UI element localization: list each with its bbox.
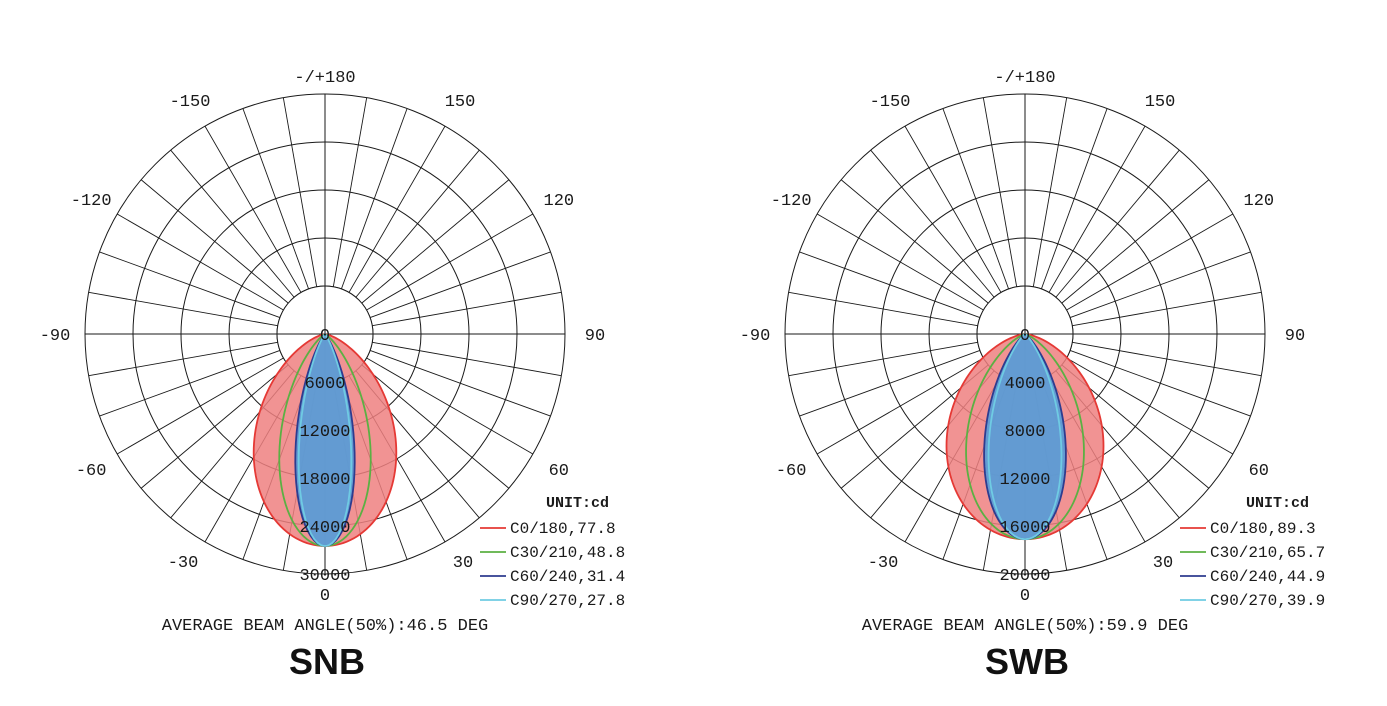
angle-label: -120 — [71, 192, 112, 211]
legend-label-2: C60/240,44.9 — [1210, 568, 1325, 586]
radial-tick-label: 8000 — [1005, 423, 1046, 442]
polar-chart-swb: 0 4000 8000 12000 16000 20000 -/+180 150 120 90 60… — [740, 69, 1326, 682]
radial-tick-labels: 0 4000 8000 12000 16000 20000 — [999, 327, 1050, 586]
angle-label: 90 — [585, 327, 605, 346]
unit-label: UNIT:cd — [1246, 495, 1309, 512]
legend-label-1: C30/210,48.8 — [510, 544, 625, 562]
angle-label: -60 — [776, 462, 807, 481]
angle-labels: -/+180 150 120 90 60 30 0 -30 -60 -90 -120 -150 — [40, 69, 606, 606]
radial-tick-label: 0 — [320, 327, 330, 346]
series-fill-2 — [295, 334, 355, 546]
distribution-curves — [945, 333, 1105, 541]
radial-tick-label: 4000 — [1005, 375, 1046, 394]
angle-label: -/+180 — [294, 69, 355, 88]
series-fill-2 — [984, 334, 1066, 540]
legend-label-0: C0/180,77.8 — [510, 520, 616, 538]
angle-label: 150 — [445, 93, 476, 112]
angle-label: 30 — [453, 554, 473, 573]
legend-label-0: C0/180,89.3 — [1210, 520, 1316, 538]
radial-tick-labels: 0 6000 12000 18000 24000 30000 — [299, 327, 350, 586]
unit-label: UNIT:cd — [546, 495, 609, 512]
radial-tick-label: 24000 — [299, 519, 350, 538]
radial-tick-label: 0 — [1020, 327, 1030, 346]
angle-label: -30 — [168, 554, 199, 573]
radial-tick-label: 16000 — [999, 519, 1050, 538]
angle-label: -120 — [771, 192, 812, 211]
legend-label-2: C60/240,31.4 — [510, 568, 625, 586]
angle-label: -30 — [868, 554, 899, 573]
radial-tick-label: 18000 — [299, 471, 350, 490]
angle-label: -60 — [76, 462, 107, 481]
angle-label: 120 — [544, 192, 575, 211]
angle-label: -150 — [870, 93, 911, 112]
angle-label: 0 — [1020, 587, 1030, 606]
legend: UNIT:cd C0/180,77.8 C30/210,48.8 C60/240,31… — [480, 495, 625, 610]
radial-tick-label: 12000 — [299, 423, 350, 442]
legend-label-3: C90/270,39.9 — [1210, 592, 1325, 610]
angle-label: 60 — [549, 462, 569, 481]
angle-label: -/+180 — [994, 69, 1055, 88]
angle-label: 120 — [1244, 192, 1275, 211]
legend: UNIT:cd C0/180,89.3 C30/210,65.7 C60/240,44… — [1180, 495, 1325, 610]
series-line-3 — [987, 333, 1063, 541]
angle-label: -150 — [170, 93, 211, 112]
series-line-3 — [297, 333, 353, 547]
distribution-curves — [252, 333, 398, 547]
legend-label-1: C30/210,65.7 — [1210, 544, 1325, 562]
radial-tick-label: 12000 — [999, 471, 1050, 490]
radial-tick-label: 20000 — [999, 567, 1050, 586]
chart-name: SWB — [985, 641, 1069, 682]
legend-label-3: C90/270,27.8 — [510, 592, 625, 610]
chart-name: SNB — [289, 641, 365, 682]
angle-label: 90 — [1285, 327, 1305, 346]
angle-label: 60 — [1249, 462, 1269, 481]
angle-labels: -/+180 150 120 90 60 30 0 -30 -60 -90 -120 -150 — [740, 69, 1306, 606]
beam-angle-text: AVERAGE BEAM ANGLE(50%):46.5 DEG — [162, 617, 488, 636]
grid-ring — [84, 93, 566, 575]
radial-tick-label: 6000 — [305, 375, 346, 394]
angle-label: 150 — [1145, 93, 1176, 112]
polar-chart-snb: 0 6000 12000 18000 24000 30000 -/+180 150 120 90 6… — [40, 69, 626, 682]
grid-ring — [784, 93, 1266, 575]
angle-label: 30 — [1153, 554, 1173, 573]
angle-label: 0 — [320, 587, 330, 606]
beam-angle-text: AVERAGE BEAM ANGLE(50%):59.9 DEG — [862, 617, 1188, 636]
radial-tick-label: 30000 — [299, 567, 350, 586]
angle-label: -90 — [740, 327, 771, 346]
angle-label: -90 — [40, 327, 71, 346]
